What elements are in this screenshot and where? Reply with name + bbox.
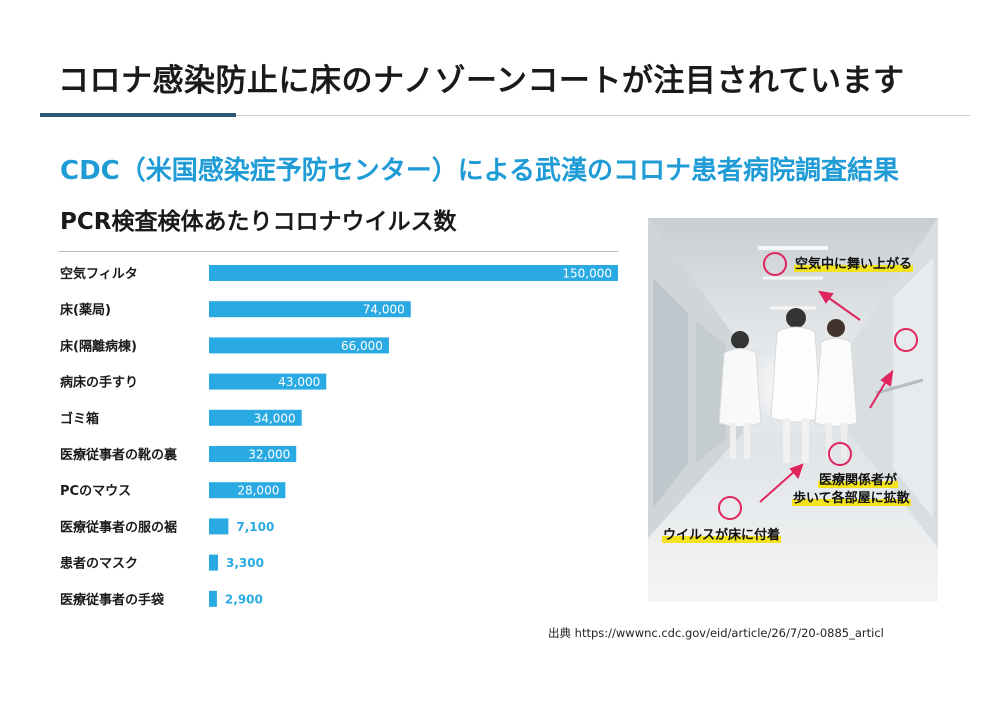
bar bbox=[209, 265, 618, 281]
callout-air: 空気中に舞い上がる bbox=[794, 257, 914, 272]
arrow-up-left bbox=[825, 295, 861, 321]
callout-floor: ウイルスが床に付着 bbox=[662, 528, 782, 543]
value-label: 34,000 bbox=[254, 411, 296, 425]
page-subtitle: CDC（米国感染症予防センター）による武漢のコロナ患者病院調査結果 bbox=[60, 156, 899, 186]
chart-title: PCR検査検体あたりコロナウイルス数 bbox=[60, 209, 457, 235]
category-label: 空気フィルタ bbox=[60, 266, 138, 282]
category-label: 医療従事者の服の裾 bbox=[60, 519, 177, 535]
bar-chart: 空気フィルタ 150,000 床(薬局) 74,000 床(隔離病棟) 66,000 病床の… bbox=[60, 265, 618, 608]
value-label: 74,000 bbox=[363, 303, 405, 317]
chart-title-divider bbox=[58, 251, 618, 252]
category-label: ゴミ箱 bbox=[60, 411, 99, 427]
bar bbox=[209, 482, 286, 499]
bar bbox=[209, 518, 229, 535]
value-label: 150,000 bbox=[562, 267, 612, 281]
title-divider-accent bbox=[40, 113, 236, 117]
value-label: 32,000 bbox=[248, 448, 290, 462]
value-label: 28,000 bbox=[237, 484, 279, 498]
category-label: PCのマウス bbox=[60, 484, 131, 499]
callout-spread-line2: 歩いて各部屋に拡散 bbox=[792, 491, 911, 506]
bar bbox=[209, 446, 297, 462]
virus-marker-wall bbox=[894, 328, 918, 352]
title-divider bbox=[40, 115, 970, 116]
virus-marker-floor bbox=[718, 496, 742, 520]
arrow-floor-head bbox=[789, 463, 804, 479]
value-label: 2,900 bbox=[225, 592, 263, 606]
category-label: 床(薬局) bbox=[60, 302, 111, 318]
bar bbox=[209, 373, 327, 390]
arrow-up-left-head bbox=[818, 290, 834, 304]
category-label: 病床の手すり bbox=[60, 375, 138, 391]
hospital-corridor-illustration bbox=[648, 218, 938, 602]
category-label: 医療従事者の手袋 bbox=[60, 592, 165, 608]
category-label: 患者のマスク bbox=[60, 556, 138, 572]
value-label: 66,000 bbox=[341, 339, 383, 353]
bar bbox=[209, 337, 389, 354]
callout-spread-line1: 医療関係者が bbox=[818, 473, 899, 488]
bar bbox=[209, 554, 218, 571]
source-citation: 出典 https://wwwnc.cdc.gov/eid/article/26/… bbox=[548, 626, 884, 640]
bar bbox=[209, 301, 411, 318]
bar bbox=[209, 409, 302, 426]
value-label: 7,100 bbox=[236, 520, 274, 534]
bar bbox=[209, 590, 217, 607]
arrow-floor bbox=[759, 469, 797, 503]
page-title: コロナ感染防止に床のナノゾーンコートが注目されています bbox=[58, 63, 905, 99]
hospital-corridor-photo: 空気中に舞い上がる 医療関係者が 歩いて各部屋に拡散 ウイルスが床に付着 bbox=[648, 218, 938, 602]
value-label: 3,300 bbox=[226, 556, 264, 570]
category-label: 床(隔離病棟) bbox=[60, 338, 137, 354]
arrow-up-right-head bbox=[880, 369, 894, 387]
value-label: 43,000 bbox=[278, 375, 320, 389]
virus-marker-walking bbox=[828, 442, 852, 466]
virus-marker-air bbox=[763, 252, 787, 276]
category-label: 医療従事者の靴の裏 bbox=[60, 447, 178, 463]
